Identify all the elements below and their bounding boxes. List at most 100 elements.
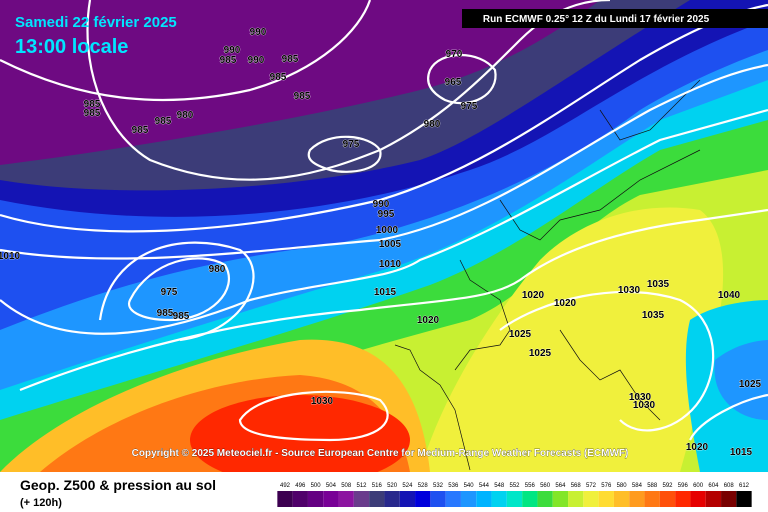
level-label: 552 — [509, 483, 520, 489]
run-info: Run ECMWF 0.25° 12 Z du Lundi 17 février… — [483, 14, 710, 25]
pressure-label: 1025 — [529, 348, 552, 359]
coastline — [454, 259, 511, 371]
color-swatch — [415, 491, 431, 507]
color-swatch — [491, 491, 507, 507]
level-label: 500 — [311, 483, 322, 489]
pressure-label: 1015 — [730, 447, 753, 458]
pressure-label: 1010 — [379, 259, 402, 270]
isobar — [0, 63, 768, 260]
color-swatch — [460, 491, 477, 507]
color-swatch — [568, 491, 584, 507]
pressure-label: 1025 — [739, 379, 762, 390]
level-label: 524 — [402, 483, 413, 489]
color-swatch — [369, 491, 385, 507]
pressure-label: 1010 — [0, 251, 21, 262]
pressure-label: 990 — [248, 55, 265, 66]
isobar — [307, 135, 382, 173]
pressure-label: 1020 — [554, 298, 577, 309]
pressure-label: 970 — [446, 49, 463, 60]
level-label: 588 — [647, 483, 658, 489]
color-swatch — [430, 491, 446, 507]
footer-title: Geop. Z500 & pression au sol — [20, 477, 216, 493]
isobar — [689, 393, 768, 441]
level-label: 584 — [632, 483, 643, 489]
pressure-label: 1030 — [618, 285, 641, 296]
color-swatch — [598, 491, 614, 507]
pressure-label: 990 — [373, 199, 390, 210]
color-swatch — [705, 491, 722, 507]
color-swatch — [399, 491, 416, 507]
color-swatch — [675, 491, 691, 507]
pressure-label: 990 — [250, 27, 267, 38]
pressure-label: 1005 — [379, 239, 402, 250]
pressure-labels: 990 990 985 990 985 985 985 970 965 975 … — [0, 27, 762, 459]
level-label: 548 — [494, 483, 505, 489]
level-label: 560 — [540, 483, 551, 489]
color-swatch — [338, 491, 354, 507]
coastline — [394, 344, 471, 471]
level-label: 608 — [724, 483, 735, 489]
level-label: 540 — [464, 483, 475, 489]
isobar — [499, 290, 715, 432]
level-label: 512 — [356, 483, 367, 489]
footer-lead: (+ 120h) — [20, 497, 62, 509]
isobars — [0, 0, 768, 442]
pressure-label: 980 — [209, 264, 226, 275]
level-label: 504 — [326, 483, 337, 489]
isobar — [0, 0, 372, 102]
pressure-label: 985 — [84, 108, 101, 119]
color-swatch — [644, 491, 660, 507]
isobar — [19, 208, 768, 392]
pressure-label: 1030 — [629, 392, 652, 403]
level-label: 556 — [525, 483, 536, 489]
pressure-label: 1035 — [642, 310, 665, 321]
level-label: 568 — [571, 483, 582, 489]
pressure-label: 985 — [132, 125, 149, 136]
pressure-label: 985 — [173, 311, 190, 322]
level-label: 596 — [678, 483, 689, 489]
pressure-label: 975 — [461, 101, 478, 112]
pressure-label: 1020 — [522, 290, 545, 301]
pressure-label: 1035 — [647, 279, 670, 290]
coastline — [559, 329, 661, 421]
pressure-label: 985 — [282, 54, 299, 65]
pressure-label: 985 — [270, 72, 287, 83]
color-swatch — [721, 491, 737, 507]
pressure-label: 975 — [161, 287, 178, 298]
forecast-time: 13:00 locale — [15, 36, 128, 58]
color-swatch — [476, 491, 492, 507]
pressure-label: 1020 — [686, 442, 709, 453]
run-box — [462, 9, 768, 28]
level-label: 528 — [418, 483, 429, 489]
color-swatch — [353, 491, 370, 507]
level-label: 576 — [601, 483, 612, 489]
pressure-label: 985 — [155, 116, 172, 127]
pressure-label: 995 — [378, 209, 395, 220]
level-label: 496 — [295, 483, 306, 489]
level-label: 520 — [387, 483, 398, 489]
forecast-date: Samedi 22 février 2025 — [15, 14, 177, 31]
pressure-label: 985 — [84, 99, 101, 110]
color-swatch — [659, 491, 676, 507]
pressure-label: 985 — [294, 91, 311, 102]
pressure-label: 1025 — [509, 329, 532, 340]
pressure-label: 1020 — [417, 315, 440, 326]
pressure-label: 980 — [177, 110, 194, 121]
pressure-label: 985 — [157, 308, 174, 319]
level-label: 564 — [555, 483, 566, 489]
color-swatch — [613, 491, 630, 507]
color-swatch — [552, 491, 569, 507]
isobar — [0, 3, 768, 233]
isobar — [0, 108, 768, 335]
level-label: 536 — [448, 483, 459, 489]
level-label: 604 — [708, 483, 719, 489]
color-swatch — [629, 491, 645, 507]
level-label: 508 — [341, 483, 352, 489]
color-swatch — [690, 491, 706, 507]
band — [714, 340, 768, 420]
band — [420, 207, 724, 472]
level-label: 532 — [433, 483, 444, 489]
color-swatch — [583, 491, 599, 507]
color-swatch — [292, 491, 308, 507]
isobar — [127, 257, 231, 322]
